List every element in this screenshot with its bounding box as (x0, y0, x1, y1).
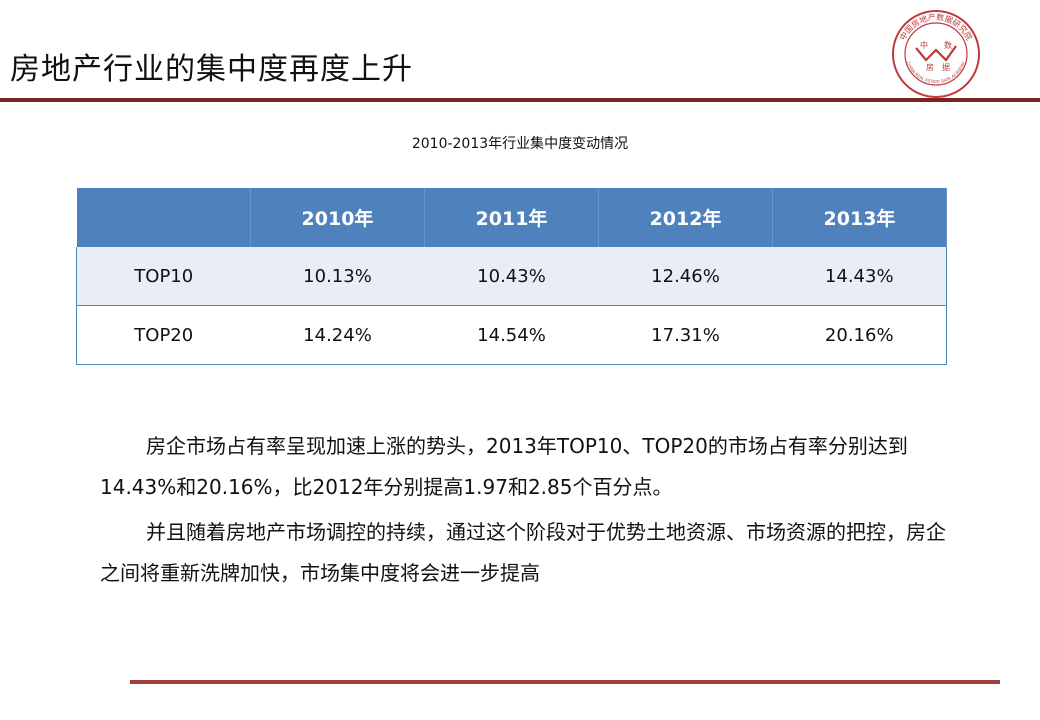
paragraph-text: 并且随着房地产市场调控的持续，通过这个阶段对于优势土地资源、市场资源的把控，房企… (100, 520, 946, 585)
footer-divider (130, 680, 1000, 684)
logo-english-text: CHINA REAL ESTATE DATA ACADEMY (906, 60, 967, 84)
page-title: 房地产行业的集中度再度上升 (10, 52, 413, 87)
table-row: TOP10 10.13% 10.43% 12.46% 14.43% (76, 247, 947, 306)
body-paragraph: 并且随着房地产市场调控的持续，通过这个阶段对于优势土地资源、市场资源的把控，房企… (100, 512, 960, 594)
paragraph-text: 房企市场占有率呈现加速上涨的势头，2013年TOP10、TOP20的市场占有率分… (100, 434, 908, 499)
logo-ring-text: 中国房地产数据研究院 (897, 12, 974, 42)
logo-char: 房 (926, 62, 934, 72)
table-cell: 10.43% (424, 247, 599, 306)
table-caption: 2010-2013年行业集中度变动情况 (411, 136, 629, 152)
table-cell: 14.43% (772, 247, 947, 306)
table-cell: 10.13% (250, 247, 425, 306)
table-cell: 14.54% (424, 305, 599, 365)
table-cell: 20.16% (772, 305, 947, 365)
row-label: TOP10 (76, 247, 251, 306)
logo-char: 数 (944, 40, 952, 50)
logo-char: 中 (920, 40, 928, 50)
table-header-row: 2010年 2011年 2012年 2013年 (76, 188, 947, 247)
header-cell (76, 188, 251, 247)
table-row: TOP20 14.24% 14.54% 17.31% 20.16% (76, 305, 947, 365)
table-cell: 12.46% (598, 247, 773, 306)
table-cell: 14.24% (250, 305, 425, 365)
table-cell: 17.31% (598, 305, 773, 365)
header-cell: 2013年 (772, 188, 947, 247)
header-cell: 2012年 (598, 188, 773, 247)
concentration-table: 2010年 2011年 2012年 2013年 TOP10 10.13% 10.… (76, 188, 947, 365)
title-divider (0, 98, 1040, 102)
logo-char: 据 (942, 62, 950, 72)
academy-logo: 中国房地产数据研究院 CHINA REAL ESTATE DATA ACADEM… (892, 10, 980, 98)
header-cell: 2011年 (424, 188, 599, 247)
row-label: TOP20 (76, 305, 251, 365)
logo-zigzag (915, 45, 957, 62)
body-paragraph: 房企市场占有率呈现加速上涨的势头，2013年TOP10、TOP20的市场占有率分… (100, 426, 960, 508)
header-cell: 2010年 (250, 188, 425, 247)
